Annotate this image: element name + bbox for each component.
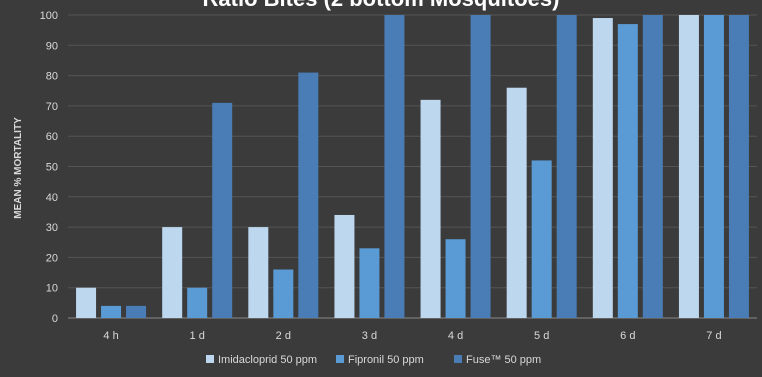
bar-imidacloprid-50-ppm-5d — [506, 87, 527, 318]
bar-fipronil-50-ppm-5d — [531, 160, 552, 318]
x-tick-label: 4 h — [103, 330, 118, 342]
legend-label: Fuse™ 50 ppm — [466, 354, 541, 366]
chart-title: Ratio Bites (2 bottom Mosquitoes) — [203, 0, 560, 11]
x-tick-label: 7 d — [706, 330, 721, 342]
legend-swatch — [454, 355, 462, 363]
tick-labels: 0 10 20 30 40 50 60 70 80 90 100 4 h 1 d 2 d 3 d 4 d 5 d… — [40, 10, 722, 342]
y-tick-label: 10 — [46, 283, 58, 295]
y-tick-label: 0 — [52, 313, 58, 325]
bar-fuse-50-ppm-7d — [728, 15, 749, 318]
bar-fipronil-50-ppm-4h — [101, 305, 122, 318]
bar-fipronil-50-ppm-3d — [359, 248, 380, 318]
bar-fipronil-50-ppm-1d — [187, 287, 208, 318]
x-tick-label: 1 d — [190, 330, 205, 342]
y-tick-label: 50 — [46, 162, 58, 174]
bar-fuse-50-ppm-2d — [298, 72, 319, 318]
x-tick-label: 5 d — [534, 330, 549, 342]
bar-fipronil-50-ppm-6d — [617, 24, 638, 319]
bars — [76, 15, 749, 319]
y-tick-label: 40 — [46, 192, 58, 204]
bar-fuse-50-ppm-4h — [126, 305, 147, 318]
y-tick-label: 20 — [46, 252, 58, 264]
bar-imidacloprid-50-ppm-6d — [592, 18, 613, 319]
legend-swatch — [206, 355, 214, 363]
bar-fuse-50-ppm-4d — [470, 15, 491, 318]
y-tick-label: 80 — [46, 71, 58, 83]
bar-imidacloprid-50-ppm-2d — [248, 227, 269, 318]
bar-fipronil-50-ppm-4d — [445, 239, 466, 318]
legend-swatch — [336, 355, 344, 363]
legend: Imidacloprid 50 ppm Fipronil 50 ppm Fuse™ … — [206, 354, 541, 366]
gridlines — [68, 14, 757, 319]
y-axis-label: MEAN % MORTALITY — [13, 117, 24, 219]
x-tick-label: 6 d — [620, 330, 635, 342]
y-tick-label: 70 — [46, 101, 58, 113]
bar-imidacloprid-50-ppm-1d — [162, 227, 183, 318]
bar-imidacloprid-50-ppm-4h — [76, 287, 97, 318]
bar-fuse-50-ppm-6d — [642, 15, 663, 318]
y-tick-label: 90 — [46, 40, 58, 52]
y-tick-label: 60 — [46, 131, 58, 143]
x-tick-label: 4 d — [448, 330, 463, 342]
y-tick-label: 100 — [40, 10, 58, 22]
legend-label: Fipronil 50 ppm — [348, 354, 424, 366]
bar-fipronil-50-ppm-7d — [703, 15, 724, 318]
bar-imidacloprid-50-ppm-4d — [420, 99, 441, 318]
bar-imidacloprid-50-ppm-3d — [334, 214, 355, 318]
y-tick-label: 30 — [46, 222, 58, 234]
bar-fuse-50-ppm-3d — [384, 15, 405, 318]
legend-label: Imidacloprid 50 ppm — [218, 354, 317, 366]
bar-imidacloprid-50-ppm-7d — [678, 15, 699, 318]
bar-fuse-50-ppm-1d — [212, 102, 233, 319]
bar-fipronil-50-ppm-2d — [273, 269, 294, 318]
x-tick-label: 3 d — [362, 330, 377, 342]
bar-fuse-50-ppm-5d — [556, 15, 577, 318]
x-tick-label: 2 d — [276, 330, 291, 342]
